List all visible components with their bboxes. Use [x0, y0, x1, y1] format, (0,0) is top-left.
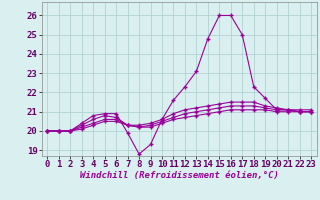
- X-axis label: Windchill (Refroidissement éolien,°C): Windchill (Refroidissement éolien,°C): [80, 171, 279, 180]
